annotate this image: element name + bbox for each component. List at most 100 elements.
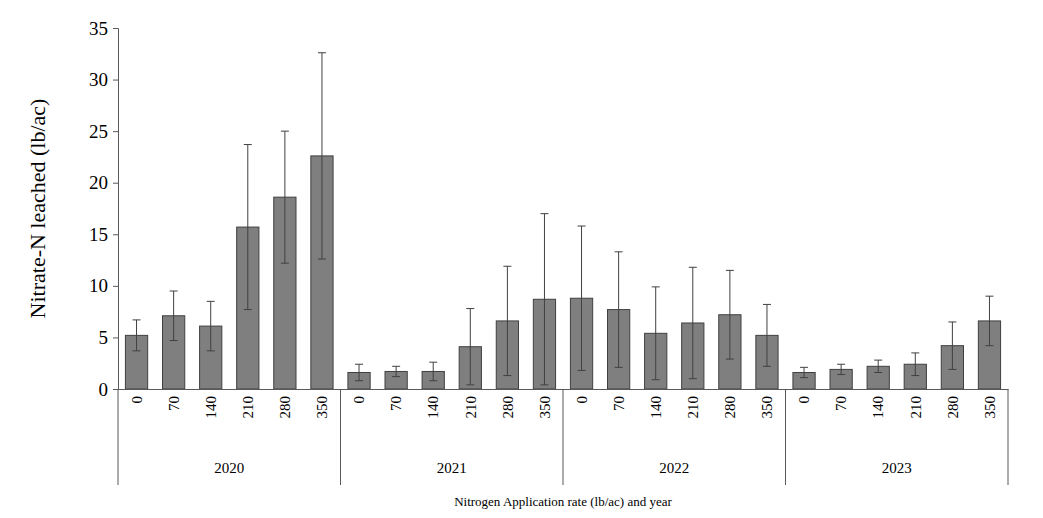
error-cap [355, 364, 363, 365]
x-tick-label: 350 [314, 396, 330, 419]
error-cap [133, 350, 141, 351]
error-whisker [804, 367, 805, 377]
error-whisker [766, 304, 767, 366]
error-bar [540, 214, 548, 385]
y-tick-mark [113, 183, 118, 184]
error-cap [578, 226, 586, 227]
y-tick-mark [113, 389, 118, 390]
error-cap [726, 359, 734, 360]
error-cap [540, 213, 548, 214]
x-tick-label: 280 [945, 396, 961, 419]
error-cap [763, 366, 771, 367]
error-whisker [655, 287, 656, 380]
x-tick-label: 140 [870, 396, 886, 419]
error-whisker [729, 270, 730, 359]
error-cap [355, 380, 363, 381]
x-tick: 210 [685, 389, 701, 419]
group-label: 2021 [437, 460, 467, 476]
error-cap [837, 364, 845, 365]
x-tick-label: 0 [129, 396, 145, 404]
error-cap [281, 263, 289, 264]
error-bar [355, 364, 363, 381]
error-bar [503, 266, 511, 375]
error-bar [281, 131, 289, 263]
group-label: 2020 [214, 460, 244, 476]
x-tick-label: 70 [611, 396, 627, 411]
error-bar [133, 320, 141, 351]
error-bar [689, 267, 697, 378]
group-label: 2023 [882, 460, 912, 476]
error-cap [652, 286, 660, 287]
x-tick-label: 140 [425, 396, 441, 419]
x-tick: 140 [870, 389, 886, 419]
error-cap [466, 384, 474, 385]
error-cap [948, 321, 956, 322]
y-tick-mark [113, 80, 118, 81]
error-bar [207, 301, 215, 351]
group-separator [340, 389, 341, 485]
group-separator [563, 389, 564, 485]
error-whisker [952, 322, 953, 369]
error-bar [726, 270, 734, 359]
error-cap [318, 52, 326, 53]
y-tick-label: 25 [89, 121, 108, 142]
error-cap [800, 367, 808, 368]
error-whisker [507, 266, 508, 375]
y-axis: 05101520253035 [89, 18, 119, 400]
error-whisker [210, 301, 211, 351]
error-cap [726, 270, 734, 271]
x-tick: 280 [722, 389, 738, 419]
x-tick-label: 210 [685, 396, 701, 419]
error-whisker [321, 53, 322, 259]
error-cap [578, 370, 586, 371]
error-whisker [396, 366, 397, 376]
error-whisker [989, 296, 990, 346]
x-tick-label: 280 [722, 396, 738, 419]
error-whisker [173, 291, 174, 341]
error-bar [837, 364, 845, 374]
error-bar [392, 366, 400, 376]
error-cap [207, 301, 215, 302]
x-tick: 70 [611, 389, 627, 411]
x-tick: 280 [945, 389, 961, 419]
error-bar [985, 296, 993, 346]
y-tick-label: 30 [89, 69, 108, 90]
x-tick: 350 [537, 389, 553, 419]
y-tick-mark [113, 234, 118, 235]
error-cap [429, 380, 437, 381]
error-cap [652, 379, 660, 380]
error-bar [429, 362, 437, 381]
x-tick-label: 140 [203, 396, 219, 419]
x-tick: 350 [314, 389, 330, 419]
x-tick-label: 70 [166, 396, 182, 411]
x-tick: 280 [277, 389, 293, 419]
x-tick: 210 [463, 389, 479, 419]
error-cap [837, 374, 845, 375]
error-cap [170, 291, 178, 292]
x-tick-label: 210 [463, 396, 479, 419]
x-tick: 210 [240, 389, 256, 419]
error-cap [392, 366, 400, 367]
x-tick: 350 [759, 389, 775, 419]
x-tick-label: 280 [277, 396, 293, 419]
x-axis-title: Nitrogen Application rate (lb/ac) and ye… [454, 494, 672, 509]
x-tick-label: 210 [240, 396, 256, 419]
y-tick: 15 [89, 224, 118, 245]
error-cap [540, 384, 548, 385]
y-tick: 35 [89, 18, 118, 39]
error-cap [615, 251, 623, 252]
x-tick-label: 280 [500, 396, 516, 419]
x-tick-label: 0 [351, 396, 367, 404]
error-cap [281, 131, 289, 132]
error-cap [874, 372, 882, 373]
y-axis-line [113, 29, 119, 390]
x-tick: 70 [833, 389, 849, 411]
error-cap [800, 377, 808, 378]
error-whisker [433, 362, 434, 381]
error-cap [503, 375, 511, 376]
error-cap [911, 375, 919, 376]
y-tick-label: 5 [99, 327, 109, 348]
error-cap [170, 340, 178, 341]
y-tick: 10 [89, 275, 118, 296]
y-tick-label: 15 [89, 224, 108, 245]
